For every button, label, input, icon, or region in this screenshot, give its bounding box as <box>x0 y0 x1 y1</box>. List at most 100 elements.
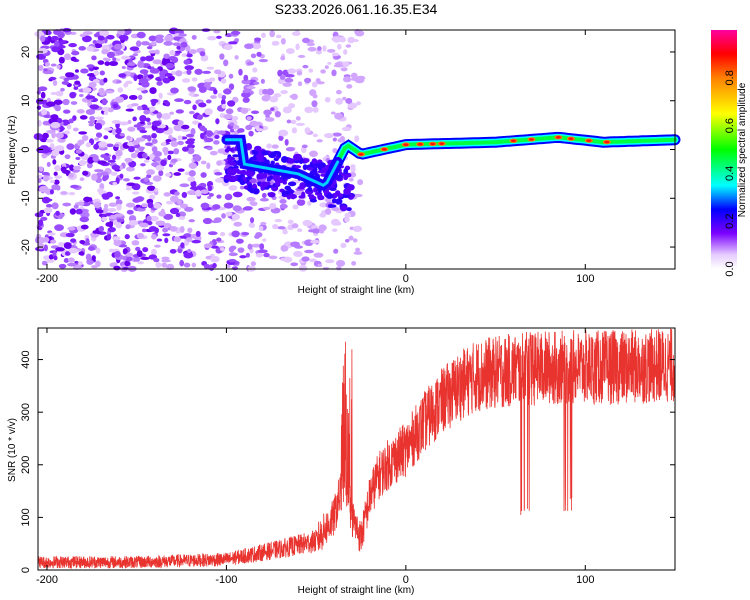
spectrogram-cell <box>255 153 265 160</box>
spectrogram-cell <box>178 33 187 37</box>
spectrogram-cell <box>186 53 193 58</box>
spectrogram-cell <box>190 128 196 135</box>
spectrogram-cell <box>68 172 75 178</box>
spectrogram-cell <box>252 67 258 73</box>
spectrogram-cell <box>151 233 157 240</box>
spectrogram-cell <box>69 91 77 99</box>
ridge-hotspot-core <box>439 142 445 145</box>
spectrogram-cell <box>148 50 157 54</box>
spectrogram-cell <box>243 206 253 211</box>
spectrogram-cell <box>103 58 111 62</box>
spectrogram-cell <box>77 261 83 266</box>
spectrogram-cell <box>118 34 129 41</box>
spectrogram-cell <box>52 159 57 165</box>
spectrogram-cell <box>169 248 177 254</box>
spectrogram-cell <box>46 129 56 134</box>
spectrogram-cell <box>333 64 344 68</box>
spectrogram-cell <box>225 211 233 217</box>
spectrogram-cell <box>235 238 244 244</box>
spectrogram-cell <box>213 30 221 34</box>
spectrogram-cell <box>188 170 196 177</box>
spectrogram-cell <box>76 109 85 114</box>
spectrogram-cell <box>187 86 197 92</box>
spectrogram-cell <box>146 174 152 179</box>
ridge-hotspot-core <box>511 139 517 143</box>
spectrogram-cell <box>346 84 353 89</box>
spectrogram-cell <box>294 165 302 169</box>
spectrogram-cell <box>169 111 175 115</box>
spectrogram-cell <box>115 149 123 157</box>
spectrogram-cell <box>169 225 178 232</box>
spectrogram-cell <box>136 196 144 202</box>
colorbar: 0.0 0.2 0.4 0.6 0.8 Normalized spectral ampl… <box>711 30 748 277</box>
colorbar-ticks: 0.0 0.2 0.4 0.6 0.8 <box>724 70 736 276</box>
spectrogram-cell <box>345 98 353 104</box>
spectrogram-cell <box>162 233 171 237</box>
spectrogram-cell <box>133 176 141 180</box>
spectrogram-cell <box>87 246 95 251</box>
spectrogram-cell <box>179 259 185 267</box>
spectrogram-cell <box>156 111 163 119</box>
spectrogram-cell <box>177 140 184 146</box>
spectrogram-cell <box>49 179 56 184</box>
spectrogram-cell <box>146 215 152 222</box>
spectrogram-cell <box>217 130 226 135</box>
spectrogram-cell <box>334 112 343 120</box>
spectrogram-cell <box>151 162 158 167</box>
spectrogram-cell <box>335 266 342 271</box>
spectrogram-cell <box>113 239 122 247</box>
spectrogram-cell <box>278 179 284 184</box>
spectrogram-cell <box>284 77 294 83</box>
spectrogram-cell <box>348 177 354 182</box>
spectrogram-cell <box>336 259 346 267</box>
spectrogram-cell <box>210 95 217 99</box>
x-tick-label: 100 <box>576 574 594 586</box>
spectrogram-cell <box>45 203 53 208</box>
spectrogram-cell <box>297 186 305 190</box>
spectrogram-cell <box>220 78 227 84</box>
spectrogram-cell <box>175 109 184 114</box>
spectrogram-cell <box>146 45 153 50</box>
spectrogram-cell <box>242 97 250 103</box>
spectrogram-cell <box>114 96 125 103</box>
spectrogram-cell <box>325 259 335 264</box>
spectrogram-cell <box>139 129 148 134</box>
spectrogram-cell <box>192 154 202 162</box>
spectrogram-cell <box>345 239 350 243</box>
spectrogram-cell <box>125 224 131 230</box>
spectrogram-cell <box>73 86 79 91</box>
spectrogram-cell <box>38 219 44 227</box>
spectrogram-cell <box>268 255 278 260</box>
spectrogram-cell <box>195 230 201 238</box>
spectrogram-cell <box>58 241 64 248</box>
spectrogram-cell <box>45 101 56 107</box>
spectrogram-cell <box>174 50 182 54</box>
spectrogram-cell <box>100 154 108 158</box>
spectrogram-cell <box>279 199 287 204</box>
spectrogram-cell <box>77 139 85 145</box>
spectrogram-cell <box>229 122 235 127</box>
spectrogram-cell <box>47 35 52 42</box>
spectrogram-cell <box>67 262 77 267</box>
spectrogram-cell <box>233 130 238 136</box>
spectrogram-cell <box>95 247 101 254</box>
spectrogram-cell <box>332 132 342 137</box>
spectrogram-cell <box>274 111 281 118</box>
spectrogram-cell <box>79 177 85 182</box>
spectrogram-cell <box>44 62 51 67</box>
spectrogram-cell <box>174 98 184 103</box>
spectrogram-cell <box>312 133 318 138</box>
spectrogram-cell <box>310 239 320 244</box>
spectrogram-cell <box>233 221 243 227</box>
spectrogram-cell <box>335 97 344 105</box>
spectrogram-cell <box>94 137 100 141</box>
spectrogram-cell <box>45 139 54 143</box>
spectrogram-cell <box>55 210 60 216</box>
ridge-band-left-core <box>224 138 340 188</box>
spectrogram-cell <box>212 204 221 210</box>
spectrogram-cell <box>341 126 352 132</box>
spectrogram-cell <box>219 53 225 60</box>
spectrogram-cell <box>347 102 358 109</box>
spectrogram-cell <box>37 242 45 250</box>
spectrogram-cell <box>234 37 239 43</box>
